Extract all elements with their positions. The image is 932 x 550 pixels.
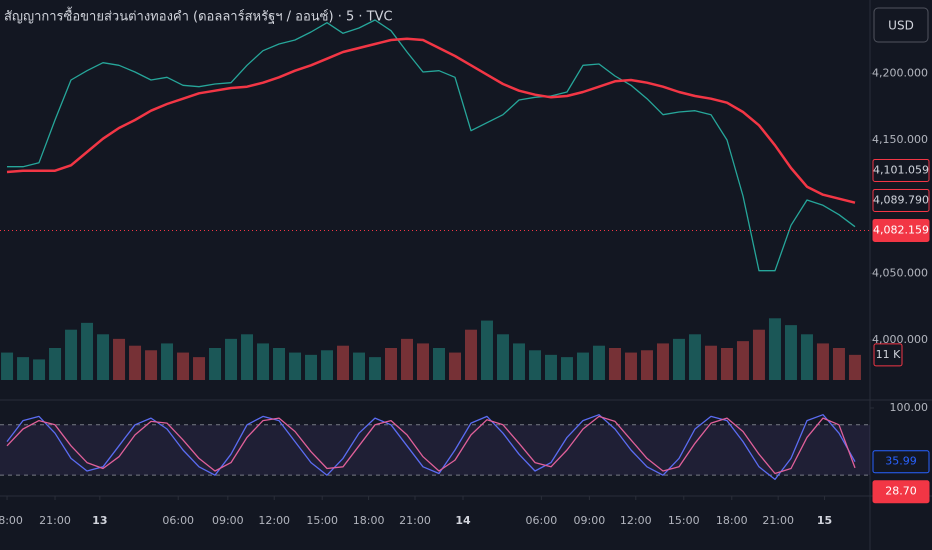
volume-bar <box>241 334 254 380</box>
volume-bar <box>528 350 541 380</box>
volume-bar <box>177 352 190 380</box>
volume-bar <box>289 352 302 380</box>
volume-bar <box>97 334 110 380</box>
currency-button[interactable] <box>873 7 929 43</box>
y-tick-label: 4,150.000 <box>872 133 928 146</box>
x-tick-label: 06:00 <box>526 514 558 527</box>
y-tick-label: 4,000.000 <box>872 333 928 346</box>
x-tick-label: 18:00 <box>716 514 748 527</box>
volume-bar <box>337 345 350 380</box>
x-tick-label: 21:00 <box>39 514 71 527</box>
volume-bar <box>496 334 509 380</box>
x-tick-label: 18:00 <box>353 514 385 527</box>
volume-bar <box>417 343 430 380</box>
volume-bar <box>369 357 382 380</box>
volume-bar <box>480 320 493 380</box>
volume-bar <box>257 343 270 380</box>
volume-bar <box>305 354 318 380</box>
volume-bar <box>1 352 14 380</box>
volume-bar <box>385 348 398 380</box>
volume-bar <box>560 357 573 380</box>
x-tick-label: 15 <box>817 514 832 527</box>
volume-bar <box>736 341 749 380</box>
volume-bar <box>193 357 206 380</box>
axis-label: 4,101.059 <box>873 163 929 176</box>
series-line <box>7 19 856 272</box>
y-tick-label: 4,050.000 <box>872 266 928 279</box>
x-tick-label: 12:00 <box>620 514 652 527</box>
x-tick-label: 12:00 <box>258 514 290 527</box>
axis-label-box <box>872 218 930 242</box>
axis-label: 4,082.159 <box>873 223 929 236</box>
volume-bar <box>145 350 158 380</box>
axis-label-box <box>872 158 930 182</box>
volume-bar <box>225 338 238 380</box>
y-tick-label: 100.00 <box>890 401 929 414</box>
axis-label: 35.99 <box>885 455 917 468</box>
volume-bar <box>353 352 366 380</box>
volume-bar <box>752 329 765 380</box>
volume-bar <box>608 348 621 380</box>
x-tick-label: 09:00 <box>212 514 244 527</box>
volume-bar <box>720 348 733 380</box>
volume-bar <box>688 334 701 380</box>
x-tick-label: 06:00 <box>162 514 194 527</box>
volume-bar <box>65 329 78 380</box>
volume-bar <box>784 325 797 380</box>
axis-label: 4,089.790 <box>873 193 929 206</box>
x-tick-label: 15:00 <box>668 514 700 527</box>
volume-bar <box>592 345 605 380</box>
volume-bar <box>816 343 829 380</box>
x-tick-label: 21:00 <box>399 514 431 527</box>
axis-label: 11 K <box>876 348 901 361</box>
volume-bar <box>800 334 813 380</box>
volume-bar <box>464 329 477 380</box>
volume-bar <box>209 348 222 380</box>
volume-bar <box>273 348 286 380</box>
volume-bar <box>544 354 557 380</box>
volume-bar <box>832 348 845 380</box>
chart-title: สัญญาการซื้อขายส่วนต่างทองคำ (ดอลลาร์สหร… <box>4 7 393 25</box>
x-tick-label: 21:00 <box>762 514 794 527</box>
series-line <box>6 414 856 481</box>
y-tick-label: 4,200.000 <box>872 66 928 79</box>
volume-bar <box>768 318 781 380</box>
axis-label-box <box>873 343 903 367</box>
volume-bar <box>49 348 62 380</box>
axis-label: 28.70 <box>885 485 917 498</box>
volume-bar <box>656 343 669 380</box>
currency-label[interactable]: USD <box>888 19 914 33</box>
series-line <box>6 37 856 204</box>
volume-bar <box>640 350 653 380</box>
x-tick-label: 15:00 <box>306 514 338 527</box>
volume-bar <box>81 322 94 380</box>
volume-bar <box>113 338 126 380</box>
volume-bar <box>704 345 717 380</box>
volume-bar <box>129 345 142 380</box>
volume-bar <box>624 352 637 380</box>
x-tick-label: 14 <box>455 514 471 527</box>
axis-label-box <box>872 188 930 212</box>
volume-bar <box>512 343 525 380</box>
volume-bar <box>17 357 30 380</box>
series-line <box>6 415 856 475</box>
volume-bar <box>448 352 461 380</box>
volume-bar <box>33 359 46 380</box>
volume-bar <box>672 338 685 380</box>
axis-label-box <box>872 450 930 474</box>
volume-bar <box>321 350 334 380</box>
volume-bar <box>161 343 174 380</box>
volume-bar <box>576 352 589 380</box>
plot-layer: 4,000.000 4,050.000 4,150.000 4,200.000 100.… <box>0 19 930 527</box>
volume-bar <box>401 338 414 380</box>
x-tick-label: 18:00 <box>0 514 23 527</box>
volume-bar <box>433 348 445 380</box>
volume-bar <box>848 354 861 380</box>
axis-label-box <box>872 480 930 504</box>
x-tick-label: 09:00 <box>574 514 606 527</box>
x-tick-label: 13 <box>92 514 107 527</box>
